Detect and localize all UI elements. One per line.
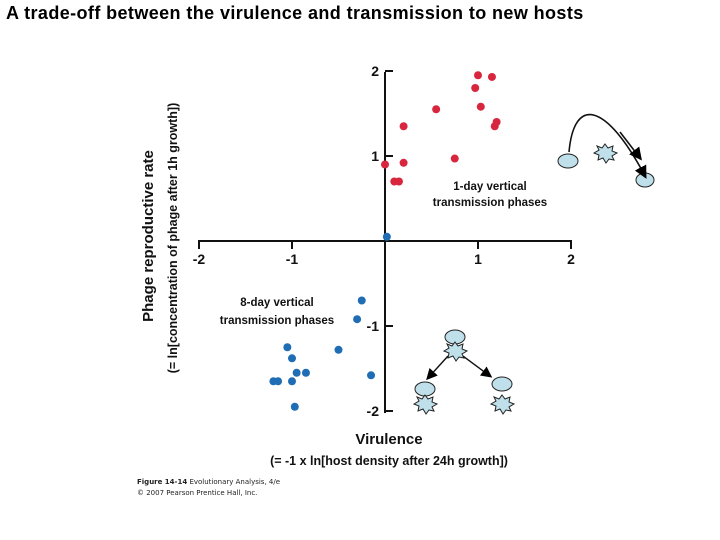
series-label-8day: 8-day vertical transmission phases [220,297,334,327]
data-point-8day [334,345,343,354]
series-label-1day-line1: 1-day vertical [453,181,527,193]
y-tick-label: -2 [367,403,380,419]
vertical-transmission-illustration [412,329,516,415]
series-label-8day-line1: 8-day vertical [240,297,314,309]
y-axis-label: Phage reproductive rate [140,150,157,322]
book-title: Evolutionary Analysis, 4/e [189,478,281,486]
host-cell-icon [557,153,579,169]
data-point-1day [381,160,389,169]
data-point-8day [290,402,299,411]
phage-burst-icon [489,394,516,415]
axes: -2 -1 1 2 2 1 -1 -2 [193,63,575,419]
x-axis-label: Virulence [355,431,422,448]
data-point-1day [492,118,501,126]
phage-burst-icon [442,341,469,362]
data-point-1day [450,154,459,163]
figure-number: Figure 14-14 [137,478,188,486]
x-tick-label: 1 [474,251,482,267]
data-point-8day [367,371,376,380]
y-axis-sublabel: (= ln[concentration of phage after 1h gr… [166,103,180,374]
arrow-icon [462,355,493,378]
phage-burst-icon [412,394,439,415]
y-tick-label: 2 [371,63,379,79]
data-point-8day [357,296,366,305]
data-point-1day [487,72,496,81]
data-point-1day [474,71,482,80]
series-label-1day-line2: transmission phases [433,197,547,209]
arrow-icon [568,113,647,179]
slide-title: A trade-off between the virulence and tr… [6,3,584,23]
series-label-8day-line2: transmission phases [220,315,334,327]
y-tick-label: -1 [367,318,380,334]
data-point-8day [292,368,301,377]
x-axis-sublabel: (= -1 x ln[host density after 24h growth… [270,454,508,468]
data-point-8day [288,377,296,386]
data-point-8day [382,232,391,241]
data-point-8day [353,315,362,324]
data-point-8day [283,343,292,352]
data-point-1day [476,102,485,111]
series-label-1day: 1-day vertical transmission phases [433,181,547,209]
y-tick-label: 1 [371,148,379,164]
copyright-notice: © 2007 Pearson Prentice Hall, Inc. [137,489,258,497]
data-point-1day [399,158,408,167]
data-point-8day [301,368,310,377]
arrow-icon [426,355,449,381]
data-point-8day [288,354,296,363]
data-point-8day [274,377,283,386]
data-point-1day [399,122,408,131]
arrow-icon [619,131,642,161]
data-points [269,71,501,411]
host-cell-icon [414,381,436,397]
figure-caption: Figure 14-14 Evolutionary Analysis, 4/e [137,478,280,486]
horizontal-transmission-illustration [557,113,655,188]
x-tick-label: -1 [286,251,299,267]
x-tick-label: -2 [193,251,206,267]
x-tick-label: 2 [567,251,575,267]
phage-burst-icon [592,143,619,164]
data-point-1day [432,105,441,114]
data-point-1day [394,177,403,186]
host-cell-icon [491,376,513,392]
data-point-1day [471,84,480,92]
